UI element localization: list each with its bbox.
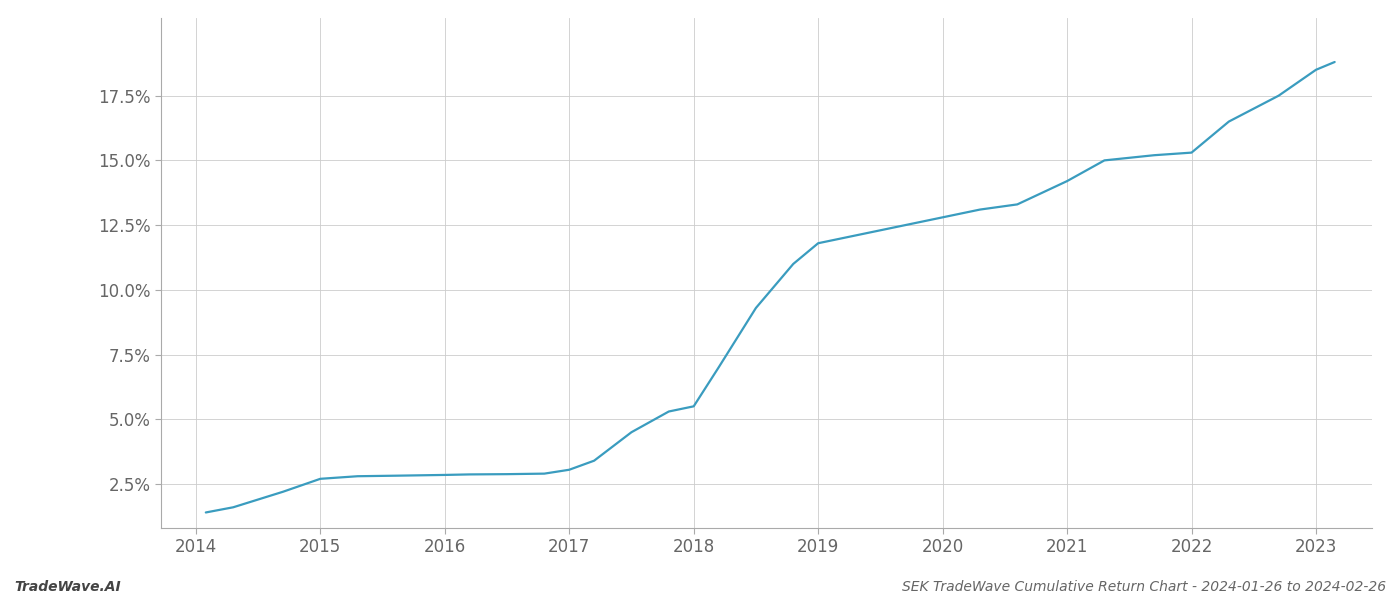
Text: SEK TradeWave Cumulative Return Chart - 2024-01-26 to 2024-02-26: SEK TradeWave Cumulative Return Chart - … bbox=[902, 580, 1386, 594]
Text: TradeWave.AI: TradeWave.AI bbox=[14, 580, 120, 594]
